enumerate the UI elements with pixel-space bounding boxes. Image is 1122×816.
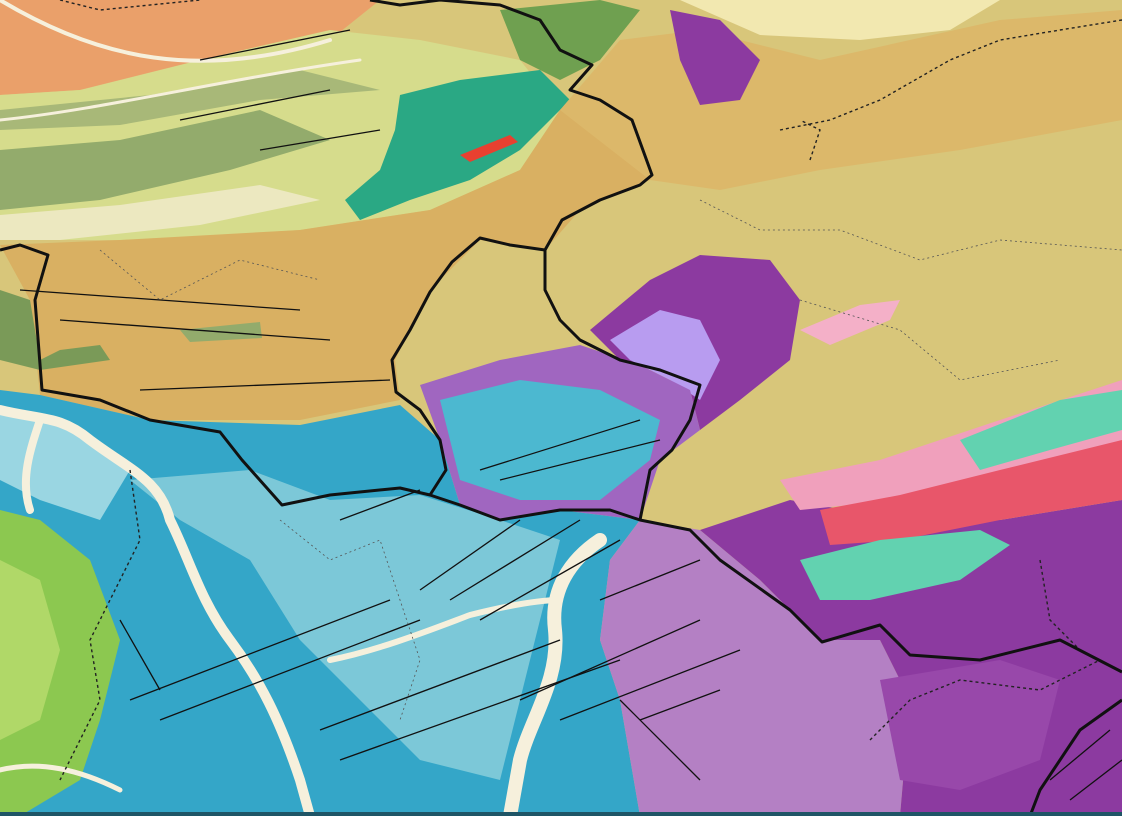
admin-border (869, 659, 1101, 741)
unit-cream (680, 0, 1000, 40)
unit-olive (0, 110, 330, 210)
unit-pink-2 (800, 300, 900, 345)
admin-border (59, 469, 141, 781)
unit-teal-green (345, 70, 570, 220)
unit-orange (0, 0, 380, 95)
fault (479, 419, 641, 471)
internal-borders (99, 199, 1122, 721)
unit-green (500, 0, 640, 80)
fault (519, 619, 701, 701)
fault (259, 129, 381, 151)
fault (159, 619, 421, 721)
unit-red (820, 440, 1122, 545)
unit-aqua-south (800, 530, 1010, 600)
fault (479, 539, 621, 621)
fault (59, 319, 331, 341)
boundary-southeast (1028, 698, 1122, 816)
fault (1069, 759, 1122, 801)
fault (599, 559, 701, 601)
fault (499, 439, 661, 481)
unit-light-blue (130, 470, 560, 780)
unit-light-band (0, 185, 320, 240)
fault (619, 699, 701, 781)
fault (1049, 729, 1111, 781)
rivers (0, 0, 607, 816)
river (0, 58, 362, 122)
fault (559, 649, 741, 721)
boundary-inner (390, 236, 546, 496)
admin-border (799, 119, 821, 161)
admin-borders (59, 0, 1122, 781)
unit-light-purple (600, 520, 910, 816)
river (0, 763, 123, 793)
river (21, 416, 44, 514)
boundary-south (0, 243, 1122, 674)
river (0, 0, 332, 63)
river (0, 405, 315, 816)
bottom-edge-bar (0, 812, 1122, 816)
unit-blue-inner (440, 380, 660, 500)
unit-red-lens (460, 135, 518, 162)
unit-green-light (0, 560, 60, 740)
fault (339, 489, 421, 521)
fault (639, 689, 721, 721)
fault (129, 599, 391, 701)
unit-purple-east (880, 660, 1060, 790)
unit-aqua (960, 390, 1122, 470)
river (503, 533, 607, 816)
boundary-east (369, 0, 702, 521)
admin-border (1039, 559, 1081, 651)
fault (419, 519, 521, 591)
fault (119, 619, 161, 691)
fault (199, 29, 351, 61)
fault (449, 519, 581, 601)
admin-border (59, 0, 201, 11)
unit-tan (0, 90, 650, 420)
admin-border (779, 19, 1122, 131)
unit-olive-left (0, 290, 110, 370)
river (327, 597, 563, 663)
fault (319, 639, 561, 731)
fault (139, 379, 391, 391)
unit-dark-purple-top (670, 10, 760, 105)
fault-lines (19, 29, 1122, 801)
fault (19, 289, 301, 311)
unit-olive-2 (0, 70, 380, 130)
internal-border (699, 199, 1122, 261)
unit-lavender (610, 310, 720, 400)
fault (179, 89, 331, 121)
